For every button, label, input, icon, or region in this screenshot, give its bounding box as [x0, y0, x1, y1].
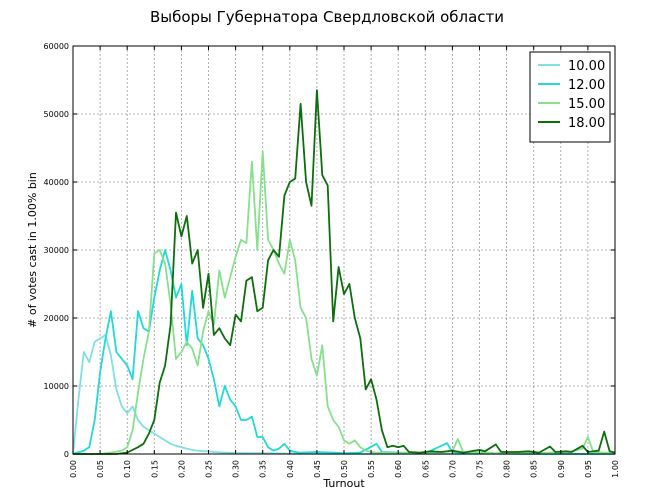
y-tick-label: 40000: [44, 178, 69, 187]
legend: 10.00 12.00 15.00 18.00: [529, 51, 611, 143]
x-tick-label: 0.30: [232, 460, 241, 478]
x-tick-label: 0.15: [150, 460, 159, 478]
grid: [72, 45, 616, 455]
x-tick-label: 0.65: [421, 460, 430, 478]
series-line-2: [73, 150, 616, 455]
x-tick-label: 0.05: [96, 460, 105, 478]
y-tick-label: 60000: [44, 42, 69, 51]
y-tick-label: 50000: [44, 110, 69, 119]
x-tick-label: 0.00: [69, 460, 78, 478]
y-tick-label: 20000: [44, 314, 69, 323]
x-tick-label: 0.85: [530, 460, 539, 478]
y-axis-label: # of votes cast in 1.00% bin: [26, 172, 39, 328]
chart-title: Выборы Губернатора Свердловской области: [150, 8, 504, 26]
y-ticks: 0 10000 20000 30000 40000 50000 60000: [44, 42, 615, 459]
x-tick-label: 0.75: [476, 460, 485, 478]
series-line-3: [73, 89, 616, 455]
y-tick-label: 0: [64, 450, 69, 459]
x-ticks: 0.00 0.05 0.10 0.15 0.20 0.25 0.30 0.35 0.40 0.45…: [69, 46, 620, 478]
x-tick-label: 0.95: [584, 460, 593, 478]
x-tick-label: 0.25: [205, 460, 214, 478]
legend-box: [529, 51, 611, 143]
legend-label: 15.00: [568, 97, 605, 112]
x-tick-label: 0.35: [259, 460, 268, 478]
x-tick-label: 0.55: [367, 460, 376, 478]
x-tick-label: 0.45: [313, 460, 322, 478]
x-axis-label: Turnout: [322, 477, 365, 490]
x-tick-label: 0.10: [123, 460, 132, 478]
x-tick-label: 0.60: [394, 460, 403, 478]
x-tick-label: 0.80: [503, 460, 512, 478]
x-tick-label: 0.70: [448, 460, 457, 478]
x-tick-label: 0.90: [557, 460, 566, 478]
legend-label: 18.00: [568, 116, 605, 131]
y-tick-label: 30000: [44, 246, 69, 255]
legend-label: 12.00: [568, 78, 605, 93]
legend-label: 10.00: [568, 59, 605, 74]
y-tick-label: 10000: [44, 382, 69, 391]
x-tick-label: 0.40: [286, 460, 295, 478]
x-tick-label: 0.20: [177, 460, 186, 478]
x-tick-label: 1.00: [611, 460, 620, 478]
x-tick-label: 0.50: [340, 460, 349, 478]
